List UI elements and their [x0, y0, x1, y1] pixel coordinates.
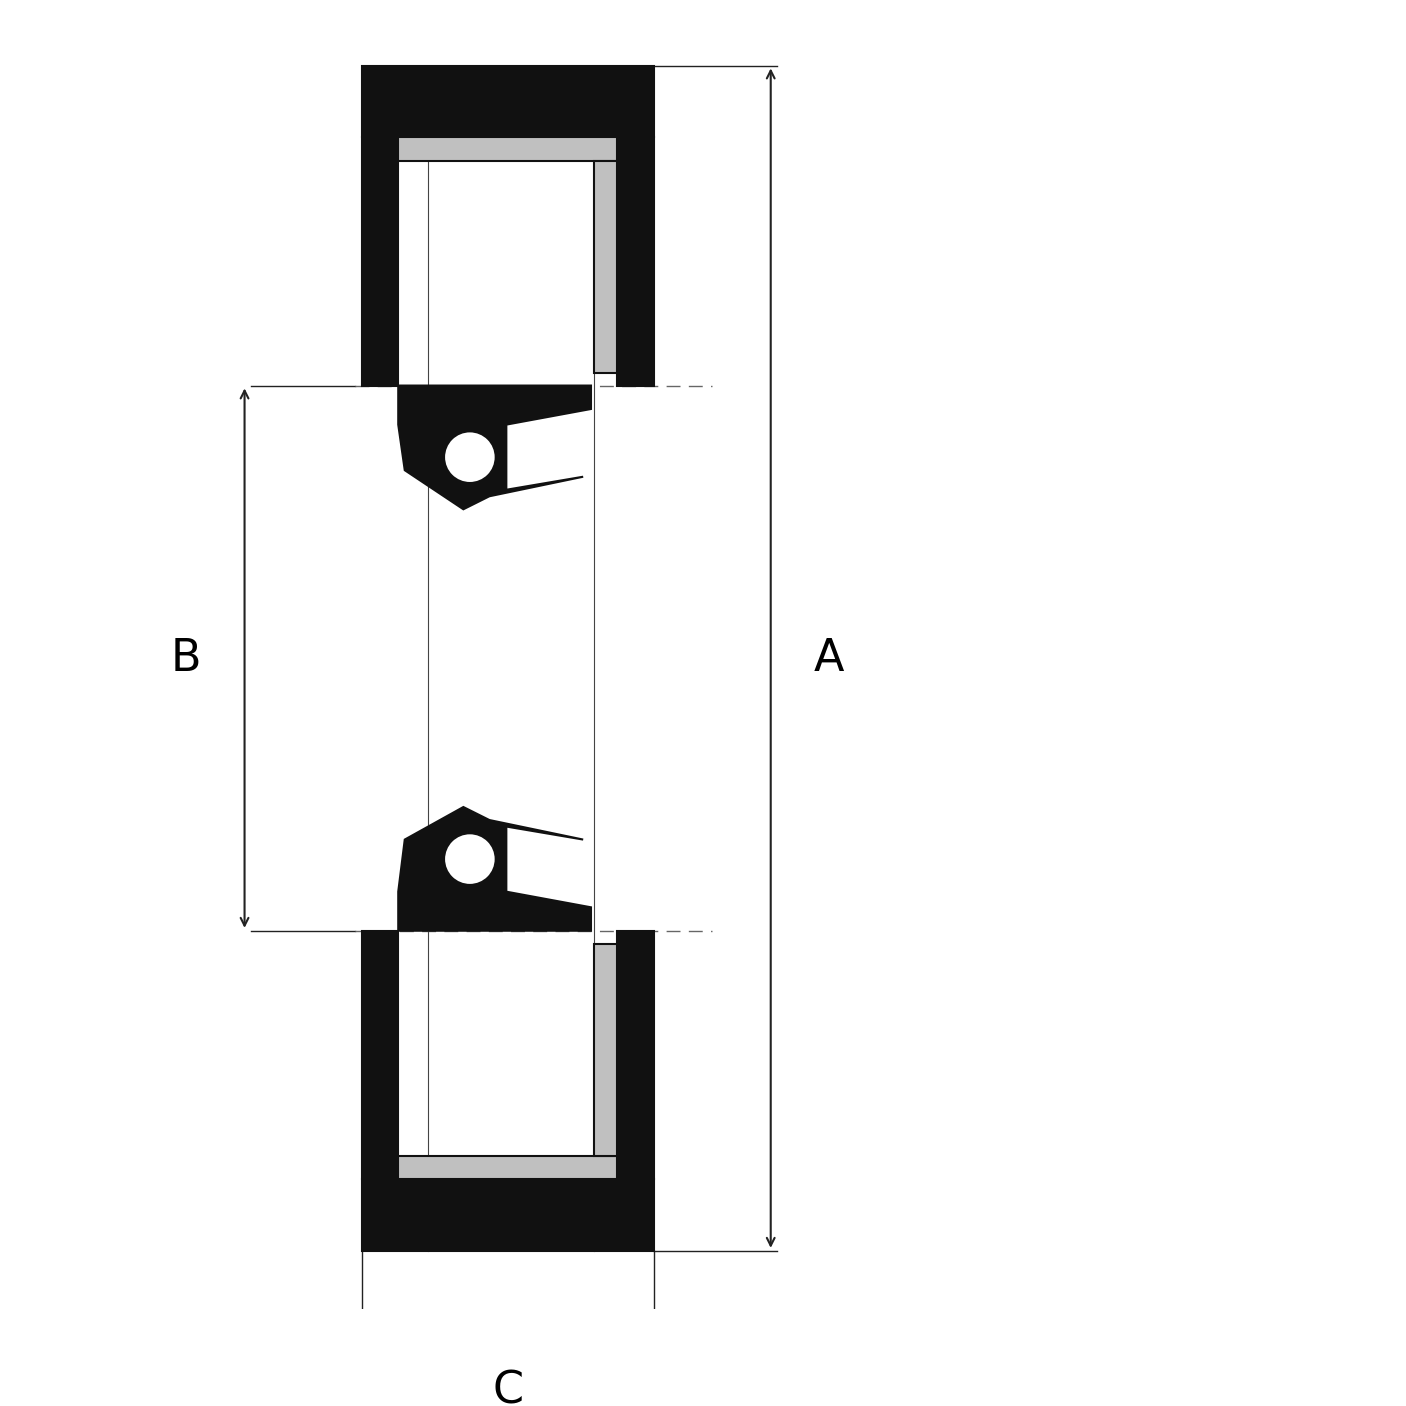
- Text: A: A: [814, 637, 845, 679]
- Polygon shape: [361, 1180, 654, 1251]
- Circle shape: [444, 834, 496, 886]
- Polygon shape: [398, 807, 591, 931]
- Polygon shape: [361, 138, 398, 385]
- Circle shape: [434, 824, 505, 894]
- Polygon shape: [361, 66, 654, 138]
- Polygon shape: [593, 943, 617, 1156]
- Circle shape: [434, 422, 505, 492]
- Polygon shape: [361, 931, 398, 1180]
- Polygon shape: [617, 931, 654, 1180]
- Polygon shape: [398, 138, 617, 160]
- Polygon shape: [593, 160, 617, 373]
- Text: B: B: [170, 637, 201, 679]
- Text: C: C: [492, 1369, 523, 1406]
- Polygon shape: [398, 385, 591, 509]
- Polygon shape: [617, 138, 654, 385]
- Circle shape: [444, 432, 496, 484]
- Polygon shape: [398, 1156, 617, 1180]
